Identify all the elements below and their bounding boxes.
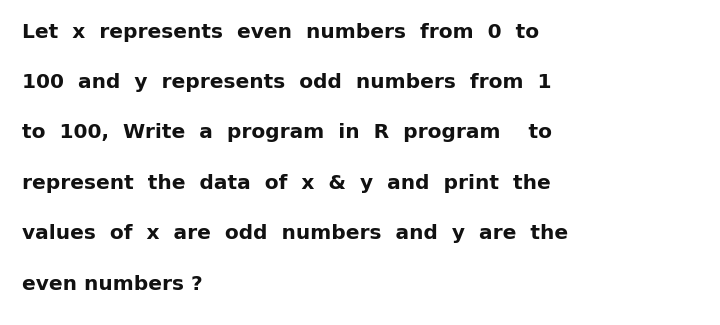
Text: even numbers ?: even numbers ?	[22, 275, 202, 293]
Text: to  100,  Write  a  program  in  R  program    to: to 100, Write a program in R program to	[22, 124, 552, 142]
Text: 100  and  y  represents  odd  numbers  from  1: 100 and y represents odd numbers from 1	[22, 73, 551, 92]
Text: values  of  x  are  odd  numbers  and  y  are  the: values of x are odd numbers and y are th…	[22, 224, 568, 243]
Text: Let  x  represents  even  numbers  from  0  to: Let x represents even numbers from 0 to	[22, 23, 539, 42]
Text: represent  the  data  of  x  &  y  and  print  the: represent the data of x & y and print th…	[22, 174, 550, 193]
